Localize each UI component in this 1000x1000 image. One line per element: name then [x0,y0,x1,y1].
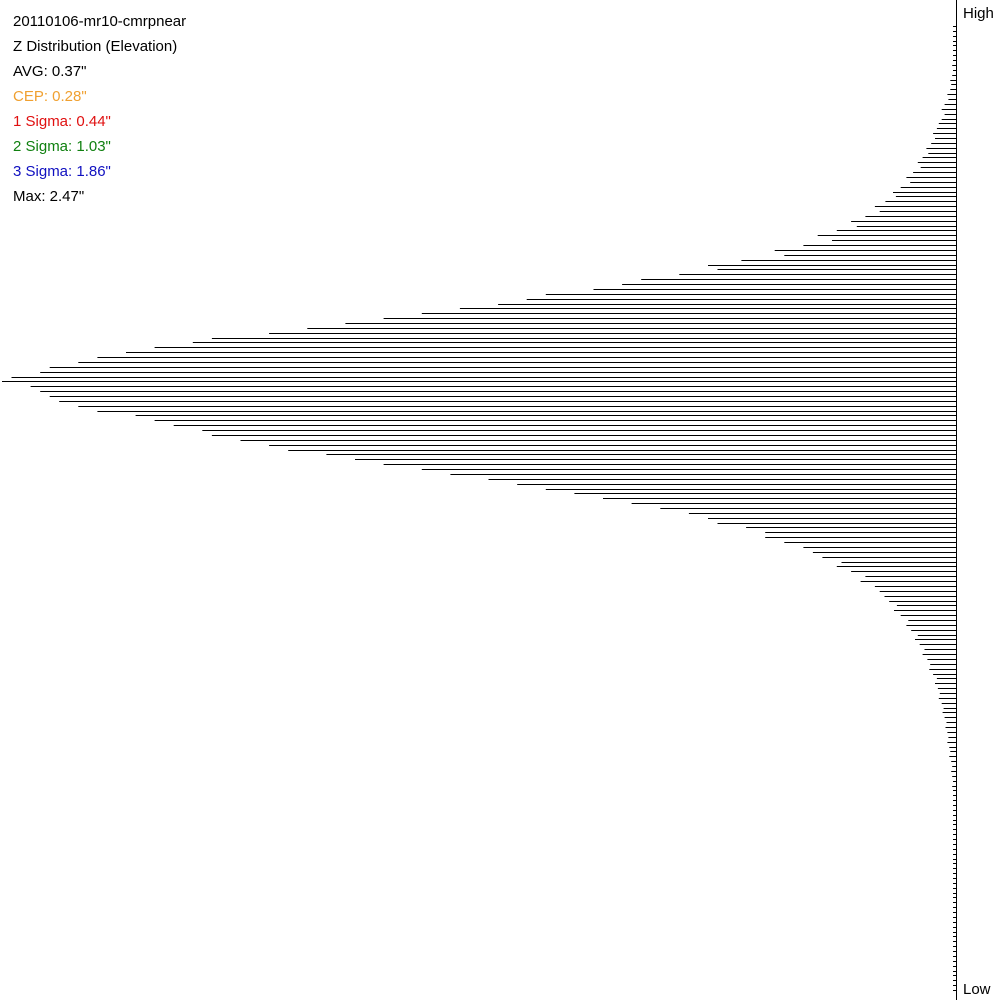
chart-title: Z Distribution (Elevation) [13,38,178,55]
histogram-bars [2,26,956,991]
dataset-name: 20110106-mr10-cmrpnear [13,13,187,30]
avg-stat: AVG: 0.37" [13,63,87,80]
sigma2-stat: 2 Sigma: 1.03" [13,138,111,155]
high-axis-label: High [963,5,994,22]
sigma1-stat: 1 Sigma: 0.44" [13,113,111,130]
cep-stat: CEP: 0.28" [13,88,87,105]
sigma3-stat: 3 Sigma: 1.86" [13,163,111,180]
low-axis-label: Low [963,981,991,998]
stats-panel: 20110106-mr10-cmrpnear Z Distribution (E… [13,9,186,209]
max-stat: Max: 2.47" [13,188,85,205]
